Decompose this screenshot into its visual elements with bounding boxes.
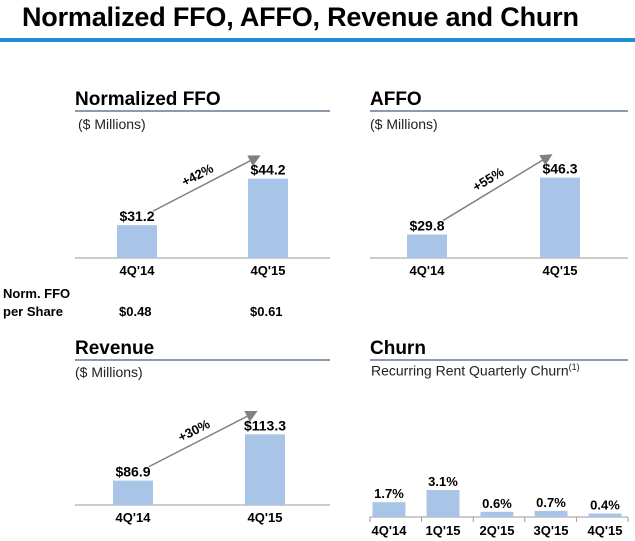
revenue-bar-4Q'14 — [113, 480, 153, 505]
affo-title-rule — [370, 110, 628, 112]
churn-bar-1Q'15 — [426, 490, 460, 517]
ffo-subtitle: ($ Millions) — [78, 116, 146, 132]
affo-growth-label: +55% — [470, 164, 507, 194]
ffo-growth-label: +42% — [179, 160, 216, 189]
affo-x-tick-label: 4Q'15 — [543, 263, 578, 278]
revenue-chart-title: Revenue — [75, 338, 155, 359]
ffo-data-label: $44.2 — [250, 162, 285, 178]
churn-bar-3Q'15 — [534, 510, 568, 517]
churn-data-label: 3.1% — [428, 474, 458, 489]
page-title: Normalized FFO, AFFO, Revenue and Churn — [22, 2, 579, 32]
ffo-bar-4Q'15 — [248, 178, 288, 258]
churn-subtitle: Recurring Rent Quarterly Churn(1) — [371, 362, 580, 379]
ffo-x-tick-label: 4Q'15 — [251, 263, 286, 278]
revenue-growth-label: +30% — [176, 416, 213, 445]
churn-x-tick-label: 4Q'14 — [372, 523, 408, 538]
title-rule — [0, 38, 635, 42]
churn-x-tick-label: 3Q'15 — [534, 523, 569, 538]
affo-chart-title: AFFO — [370, 89, 422, 110]
churn-title-rule — [370, 359, 628, 361]
churn-data-label: 0.7% — [536, 495, 566, 510]
per-share-value-4q15: $0.61 — [250, 304, 283, 319]
revenue-bar-4Q'15 — [245, 434, 285, 505]
affo-subtitle: ($ Millions) — [370, 116, 438, 132]
ffo-x-tick-label: 4Q'14 — [120, 263, 156, 278]
per-share-label-2: per Share — [3, 304, 63, 319]
affo-bar-4Q'14 — [407, 234, 447, 258]
revenue-x-tick-label: 4Q'14 — [116, 510, 152, 525]
revenue-data-label: $113.3 — [244, 417, 286, 433]
affo-growth-arrow — [442, 154, 553, 222]
per-share-value-4q14: $0.48 — [119, 304, 152, 319]
affo-data-label: $29.8 — [409, 218, 444, 234]
ffo-data-label: $31.2 — [119, 208, 154, 224]
ffo-bar-4Q'14 — [117, 225, 157, 258]
revenue-subtitle: ($ Millions) — [75, 364, 143, 380]
churn-x-tick-label: 4Q'15 — [588, 523, 623, 538]
ffo-chart-title: Normalized FFO — [75, 89, 221, 110]
churn-x-tick-label: 1Q'15 — [426, 523, 461, 538]
revenue-growth-arrow — [148, 410, 258, 468]
affo-data-label: $46.3 — [542, 161, 577, 177]
churn-footnote-marker: (1) — [568, 362, 580, 372]
per-share-label-1: Norm. FFO — [3, 286, 71, 301]
churn-bar-4Q'15 — [588, 513, 622, 517]
churn-data-label: 0.4% — [590, 498, 620, 513]
churn-chart-title: Churn — [370, 338, 426, 359]
churn-subtitle-text: Recurring Rent Quarterly Churn — [371, 362, 569, 379]
ffo-growth-arrow — [152, 155, 261, 212]
affo-x-tick-label: 4Q'14 — [410, 263, 446, 278]
revenue-x-tick-label: 4Q'15 — [248, 510, 283, 525]
ffo-title-rule — [75, 110, 330, 112]
revenue-data-label: $86.9 — [115, 464, 150, 480]
churn-data-label: 0.6% — [482, 496, 512, 511]
churn-x-tick-label: 2Q'15 — [480, 523, 515, 538]
churn-bar-4Q'14 — [372, 502, 406, 517]
churn-bar-2Q'15 — [480, 511, 514, 517]
churn-data-label: 1.7% — [374, 486, 404, 501]
revenue-title-rule — [75, 359, 330, 361]
affo-bar-4Q'15 — [540, 177, 580, 258]
